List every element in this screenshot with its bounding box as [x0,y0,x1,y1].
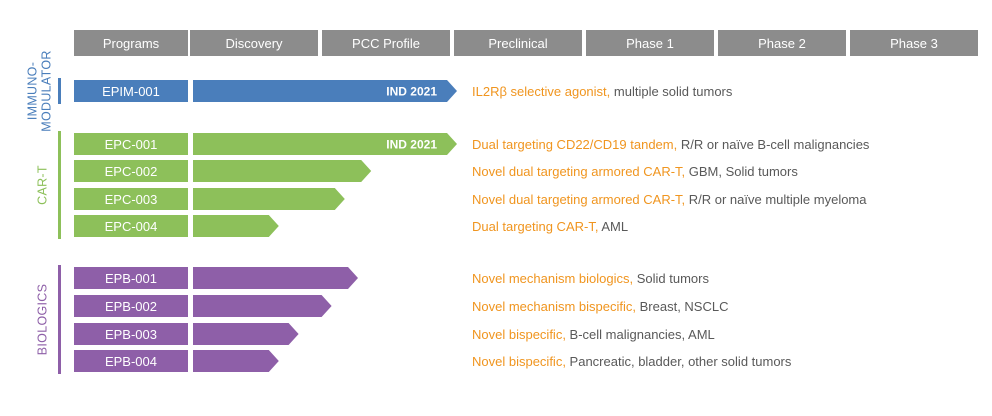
progress-arrow [193,295,332,317]
program-id: EPC-001 [105,137,158,152]
stage-header-6 [850,30,978,56]
progress-arrow [193,350,279,372]
progress-arrow [193,160,372,182]
stage-header-label: Programs [103,36,160,51]
group-label: CAR-T [35,165,49,205]
milestone-label: IND 2021 [386,138,437,152]
progress-arrow [193,323,299,345]
group-bracket-2 [58,265,61,374]
description-highlight: Novel bispecific, [472,327,570,342]
program-box [74,323,188,345]
program-description: Novel mechanism biologics, Solid tumors [472,271,709,286]
progress-arrow [193,80,457,102]
description-highlight: Novel mechanism biologics, [472,271,637,286]
stage-header-1 [190,30,318,56]
description-detail: Breast, NSCLC [640,299,729,314]
program-box [74,188,188,210]
stage-header-label: Phase 2 [758,36,806,51]
program-description: IL2Rβ selective agonist, multiple solid … [472,84,733,99]
program-box [74,133,188,155]
program-description: Novel bispecific, B-cell malignancies, A… [472,327,715,342]
stage-header-3 [454,30,582,56]
description-detail: R/R or naïve multiple myeloma [689,192,867,207]
description-highlight: IL2Rβ selective agonist, [472,84,614,99]
program-description: Dual targeting CD22/CD19 tandem, R/R or … [472,137,870,152]
program-id: EPC-003 [105,192,158,207]
program-box [74,350,188,372]
progress-arrow [193,215,279,237]
stage-header-label: PCC Profile [352,36,420,51]
progress-arrow [193,267,358,289]
program-id: EPB-001 [105,271,157,286]
stage-header-label: Preclinical [488,36,547,51]
description-detail: Solid tumors [637,271,710,286]
description-highlight: Dual targeting CAR-T, [472,219,601,234]
program-id: EPB-002 [105,299,157,314]
stage-header-label: Phase 3 [890,36,938,51]
description-highlight: Novel bispecific, [472,354,570,369]
description-detail: AML [601,219,628,234]
group-label: MODULATOR [39,50,53,131]
program-box [74,160,188,182]
program-id: EPC-002 [105,164,158,179]
description-highlight: Novel mechanism bispecific, [472,299,640,314]
description-highlight: Novel dual targeting armored CAR-T, [472,192,689,207]
program-id: EPIM-001 [102,84,160,99]
description-detail: GBM, Solid tumors [689,164,799,179]
description-detail: R/R or naïve B-cell malignancies [681,137,870,152]
description-detail: multiple solid tumors [614,84,733,99]
description-highlight: Dual targeting CD22/CD19 tandem, [472,137,681,152]
progress-arrow [193,188,345,210]
program-description: Novel dual targeting armored CAR-T, GBM,… [472,164,798,179]
stage-header-2 [322,30,450,56]
stage-header-0 [74,30,188,56]
program-box [74,80,188,102]
progress-arrow [193,133,457,155]
program-description: Novel bispecific, Pancreatic, bladder, o… [472,354,792,369]
group-label: IMMUNO- [25,62,39,120]
milestone-label: IND 2021 [386,85,437,99]
stage-header-4 [586,30,714,56]
description-highlight: Novel dual targeting armored CAR-T, [472,164,689,179]
program-id: EPB-003 [105,327,157,342]
program-id: EPB-004 [105,354,157,369]
program-id: EPC-004 [105,219,158,234]
program-description: Novel dual targeting armored CAR-T, R/R … [472,192,867,207]
group-label: BIOLOGICS [35,284,49,355]
program-description: Dual targeting CAR-T, AML [472,219,628,234]
program-box [74,215,188,237]
group-bracket-0 [58,78,61,104]
group-bracket-1 [58,131,61,239]
stage-header-label: Discovery [225,36,283,51]
program-box [74,267,188,289]
program-description: Novel mechanism bispecific, Breast, NSCL… [472,299,729,314]
description-detail: Pancreatic, bladder, other solid tumors [570,354,792,369]
stage-header-5 [718,30,846,56]
stage-header-label: Phase 1 [626,36,674,51]
program-box [74,295,188,317]
description-detail: B-cell malignancies, AML [570,327,715,342]
